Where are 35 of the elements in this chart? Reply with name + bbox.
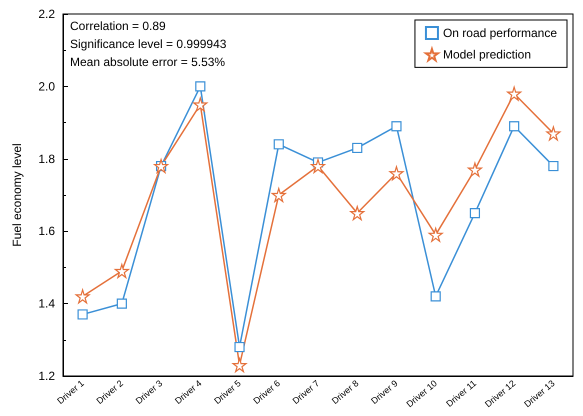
point xyxy=(310,158,326,174)
point xyxy=(509,121,520,132)
point xyxy=(391,121,402,132)
point xyxy=(114,264,129,278)
y-tick-label: 1.2 xyxy=(38,369,56,383)
y-tick-label: 2.2 xyxy=(38,7,56,21)
point xyxy=(234,342,245,352)
point xyxy=(78,309,88,320)
point xyxy=(428,228,443,242)
point xyxy=(195,81,206,92)
y-tick-label: 1.6 xyxy=(38,224,56,238)
point xyxy=(507,86,522,101)
legend-label: On road performance xyxy=(442,26,558,40)
point xyxy=(274,139,284,150)
point xyxy=(389,166,404,180)
point xyxy=(548,160,558,172)
annotation: Correlation = 0.89 xyxy=(70,19,166,33)
point xyxy=(116,298,127,309)
point xyxy=(193,97,208,112)
point xyxy=(272,188,286,202)
point xyxy=(468,162,482,177)
y-tick-label: 2.0 xyxy=(38,79,56,94)
legend-label: Model prediction xyxy=(442,48,532,62)
point xyxy=(430,291,441,302)
point xyxy=(470,208,480,218)
y-tick-label: 1.8 xyxy=(38,152,56,166)
point xyxy=(546,126,560,141)
y-tick-label: 1.4 xyxy=(38,296,56,311)
annotation: Mean absolute error = 5.53% xyxy=(70,55,226,69)
point xyxy=(352,142,362,154)
point xyxy=(232,358,247,372)
point xyxy=(76,289,90,304)
y-axis-title: Fuel economy level xyxy=(10,143,24,247)
point xyxy=(350,206,364,220)
annotation: Significance level = 0.999943 xyxy=(70,37,227,51)
